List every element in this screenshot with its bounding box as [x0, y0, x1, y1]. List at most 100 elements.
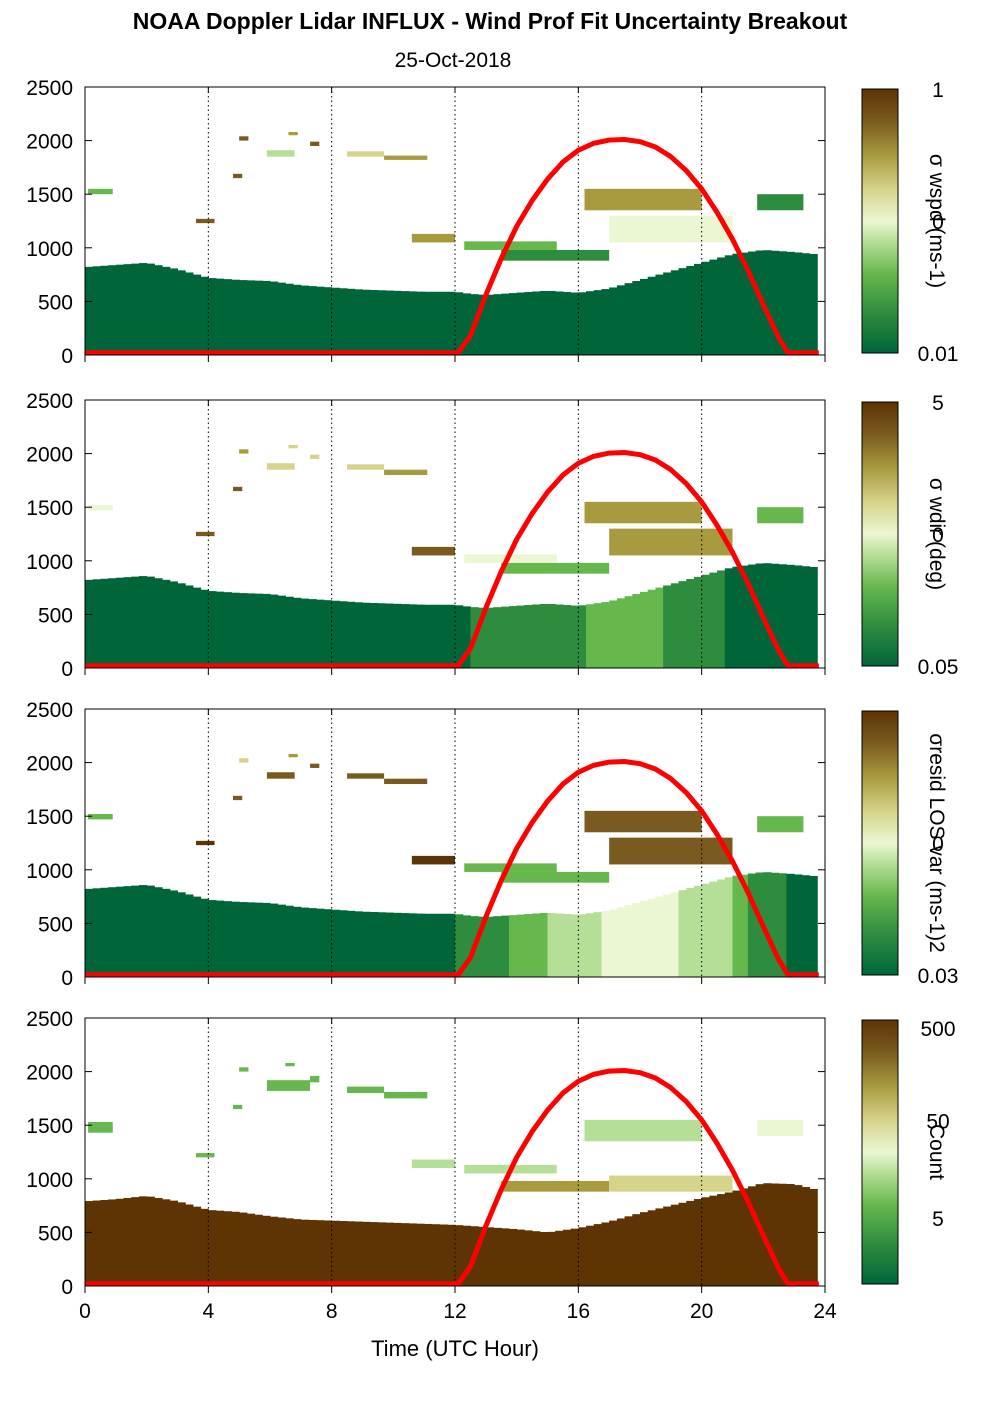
boundary-layer-cell [701, 883, 710, 977]
colorbar-2 [861, 401, 899, 667]
boundary-layer-cell [185, 1204, 194, 1286]
boundary-layer-cell [586, 913, 595, 977]
y-tick-label: 1000 [26, 238, 73, 261]
boundary-layer-cell [92, 579, 101, 668]
colorbar-tick-label: 0 [932, 211, 944, 234]
data-patch [384, 469, 428, 476]
boundary-layer-cell [192, 896, 202, 977]
boundary-layer-cell [285, 905, 294, 977]
y-tick-label: 2000 [26, 753, 73, 776]
boundary-layer-cell [462, 915, 471, 977]
boundary-layer-cell [516, 914, 525, 977]
boundary-layer-cell [239, 593, 248, 668]
data-patch [584, 188, 702, 211]
boundary-layer-cell [455, 1225, 464, 1286]
overlay-curve [85, 1068, 819, 1287]
boundary-layer-cell [478, 294, 487, 355]
boundary-layer-cell [724, 568, 733, 668]
boundary-layer-cell [640, 591, 649, 668]
boundary-layer-cell [270, 903, 279, 977]
boundary-layer-cell [354, 602, 363, 668]
boundary-layer-cell [138, 576, 148, 668]
boundary-layer-cell [277, 1217, 286, 1286]
boundary-layer-cell [732, 253, 741, 355]
colorbar-tick-label: 0 [932, 833, 944, 856]
boundary-layer-cell [462, 1225, 471, 1286]
boundary-layer-cell [493, 1227, 502, 1286]
data-patch [411, 546, 455, 556]
boundary-layer-cell [162, 888, 171, 977]
boundary-layer-cell [146, 576, 155, 668]
data-patch [501, 1180, 610, 1192]
boundary-layer-cell [747, 564, 757, 668]
boundary-layer-cell [586, 291, 595, 355]
colorbar-label: Count [925, 1124, 948, 1180]
boundary-layer-cell [678, 581, 687, 668]
boundary-layer-cell [270, 1216, 279, 1286]
boundary-layer-cell [200, 589, 209, 668]
colorbar-tick-label: 1 [932, 79, 944, 102]
boundary-layer-cell [794, 874, 803, 977]
data-patch [233, 486, 243, 492]
data-patch [609, 1175, 733, 1192]
boundary-layer-cell [562, 605, 572, 668]
boundary-layer-cell [262, 280, 271, 355]
boundary-layer-cell [632, 594, 641, 668]
boundary-layer-cell [339, 288, 348, 355]
data-patch [411, 233, 455, 243]
colorbar-label: σ wdir (deg) [925, 478, 948, 590]
boundary-layer-cell [262, 593, 271, 668]
boundary-layer-cell [92, 1200, 101, 1286]
boundary-layer-cell [154, 265, 163, 355]
boundary-layer-cell [439, 1224, 448, 1286]
boundary-layer-cell [270, 281, 279, 355]
boundary-layer-cell [601, 602, 610, 668]
x-tick-label: 24 [813, 1300, 837, 1323]
boundary-layer-cell [532, 1231, 541, 1286]
panel-4: 0 500 1000 1500 2000 2500 0 4 8 12 16 20 24 500 50 5 Cou… [26, 1008, 955, 1323]
boundary-layer-cell [447, 913, 456, 977]
boundary-layer-cell [177, 892, 186, 977]
boundary-layer-cell [208, 278, 217, 355]
data-patch [266, 772, 295, 779]
boundary-layer-cell [370, 603, 379, 668]
boundary-layer-cell [593, 603, 602, 668]
boundary-layer-cell [809, 876, 818, 977]
colorbar-3 [861, 710, 899, 976]
y-tick-label: 2500 [26, 77, 73, 100]
y-tick-label: 0 [61, 345, 73, 368]
boundary-layer-cell [740, 874, 749, 977]
y-tick-label: 0 [61, 967, 73, 990]
boundary-layer-cell [293, 906, 302, 977]
boundary-layer-cell [123, 886, 132, 977]
data-patch [310, 763, 320, 768]
data-patch [196, 840, 215, 846]
boundary-layer-cell [108, 887, 117, 977]
boundary-layer-cell [632, 903, 641, 977]
boundary-layer-cell [647, 589, 656, 668]
boundary-layer-cell [485, 916, 495, 977]
boundary-layer-cell [285, 596, 294, 668]
boundary-layer-cell [270, 594, 279, 668]
data-patch [310, 454, 320, 459]
boundary-layer-cell [647, 276, 656, 355]
boundary-layer-cell [100, 265, 109, 355]
boundary-layer-cell [216, 591, 225, 668]
boundary-layer-cell [377, 912, 387, 977]
boundary-layer-cell [616, 285, 626, 355]
boundary-layer-cell [709, 1195, 718, 1286]
boundary-layer-cell [570, 292, 579, 355]
boundary-layer-cell [208, 1210, 217, 1286]
boundary-layer-cell [647, 1210, 656, 1286]
boundary-layer-cell [724, 1192, 733, 1286]
boundary-layer-cell [362, 602, 371, 668]
y-tick-label: 2500 [26, 390, 73, 413]
boundary-layer-cell [339, 1221, 348, 1286]
boundary-layer-cell [208, 591, 217, 668]
boundary-layer-cell [508, 606, 518, 668]
boundary-layer-cell [223, 592, 232, 668]
boundary-layer-cell [778, 564, 787, 668]
boundary-layer-cell [524, 1230, 533, 1286]
boundary-layer-cell [154, 1197, 163, 1286]
